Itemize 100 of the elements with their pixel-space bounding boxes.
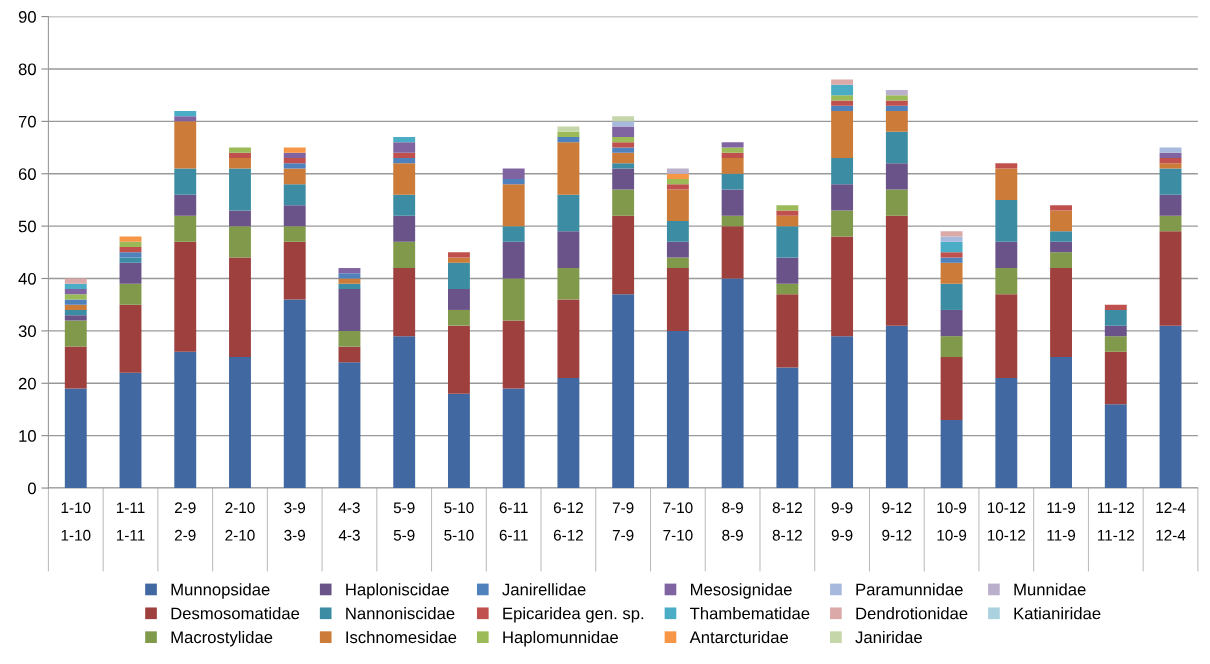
bar [612, 116, 635, 122]
y-tick-label: 40 [18, 272, 36, 285]
bar [447, 325, 470, 394]
bar [612, 215, 635, 295]
y-tick-label: 10 [19, 430, 36, 442]
bar [393, 163, 416, 195]
bar [831, 105, 854, 111]
bar [940, 252, 963, 258]
x-tick-label: 6-12 6-12 [553, 502, 583, 541]
x-tick-label: 12-4 12-4 [1156, 502, 1186, 541]
bar [119, 247, 142, 253]
bar [1050, 241, 1072, 253]
bar [831, 110, 854, 159]
bar [283, 205, 306, 227]
bar [393, 194, 416, 216]
bar [831, 158, 854, 185]
bar [995, 378, 1018, 489]
bar [119, 372, 142, 489]
bar [612, 152, 635, 164]
bar [338, 330, 361, 347]
bar [995, 163, 1018, 169]
bar [1159, 147, 1182, 153]
x-tick-label: 9-9 9-9 [831, 502, 853, 541]
bar [338, 362, 361, 489]
bar [721, 278, 744, 489]
y-tick-label: 60 [18, 168, 36, 180]
bar [1104, 404, 1127, 489]
bar [612, 189, 635, 216]
bar [64, 278, 87, 284]
bar [557, 131, 580, 138]
bar [721, 189, 744, 216]
bar [502, 226, 525, 242]
bar [721, 173, 744, 190]
bar [1104, 304, 1127, 310]
bar [721, 158, 744, 174]
bar [995, 168, 1018, 200]
bar [1159, 215, 1182, 232]
x-tick-label: 5-10 5-10 [444, 502, 474, 541]
bar [1159, 152, 1182, 159]
bar [557, 137, 580, 143]
bar [940, 231, 963, 237]
bar [557, 194, 580, 232]
bar [447, 393, 470, 489]
legend-label: Janiridae [855, 630, 922, 644]
bar [338, 268, 361, 274]
x-tick-label: 4-3 4-3 [338, 502, 360, 541]
bar [885, 325, 908, 489]
bar [776, 215, 799, 227]
bar [283, 226, 306, 242]
bar [502, 241, 525, 279]
bar [885, 105, 908, 111]
bar [1104, 325, 1127, 337]
bar [174, 168, 197, 195]
bar [393, 152, 416, 159]
bar [174, 194, 197, 216]
bar [174, 110, 197, 117]
bar [1159, 325, 1182, 489]
bar [393, 241, 416, 269]
x-tick-label: 11-9 11-9 [1047, 502, 1076, 541]
bar [666, 189, 689, 221]
bar [229, 152, 251, 159]
bar [666, 241, 689, 258]
bar [338, 278, 361, 284]
x-tick-label: 1-11 1-11 [116, 502, 145, 541]
bar [1050, 357, 1072, 489]
bar [940, 419, 963, 489]
bar [940, 262, 963, 284]
bar [1159, 158, 1182, 164]
bar [283, 299, 306, 489]
bar [393, 142, 416, 153]
bar [666, 168, 689, 174]
bar [940, 236, 963, 242]
legend-label: Dendrotionidae [856, 607, 968, 620]
x-tick-label: 5-9 5-9 [393, 502, 415, 541]
bar [666, 173, 689, 179]
x-tick-label: 10-9 10-9 [937, 502, 967, 541]
bar [776, 294, 799, 368]
bar [119, 236, 142, 242]
bar [557, 299, 580, 379]
x-tick-label: 6-11 6-11 [499, 502, 528, 541]
bar [940, 309, 963, 337]
y-tick-label: 90 [18, 11, 36, 23]
legend-label: Janirellidae [502, 583, 586, 596]
legend-label: Macrostylidae [171, 630, 273, 647]
bar [885, 110, 908, 132]
bar [64, 346, 87, 389]
legend-label: Thambematidae [690, 607, 810, 620]
bar [1159, 168, 1182, 195]
bar [995, 294, 1018, 379]
bar [64, 388, 87, 489]
bar [666, 330, 689, 489]
bar [612, 126, 635, 138]
bar [776, 283, 799, 295]
bar [174, 116, 197, 122]
bar [666, 257, 689, 269]
bar [283, 152, 306, 159]
bar [447, 262, 470, 289]
bar [393, 336, 416, 489]
bar [721, 142, 744, 148]
bar [283, 241, 306, 300]
